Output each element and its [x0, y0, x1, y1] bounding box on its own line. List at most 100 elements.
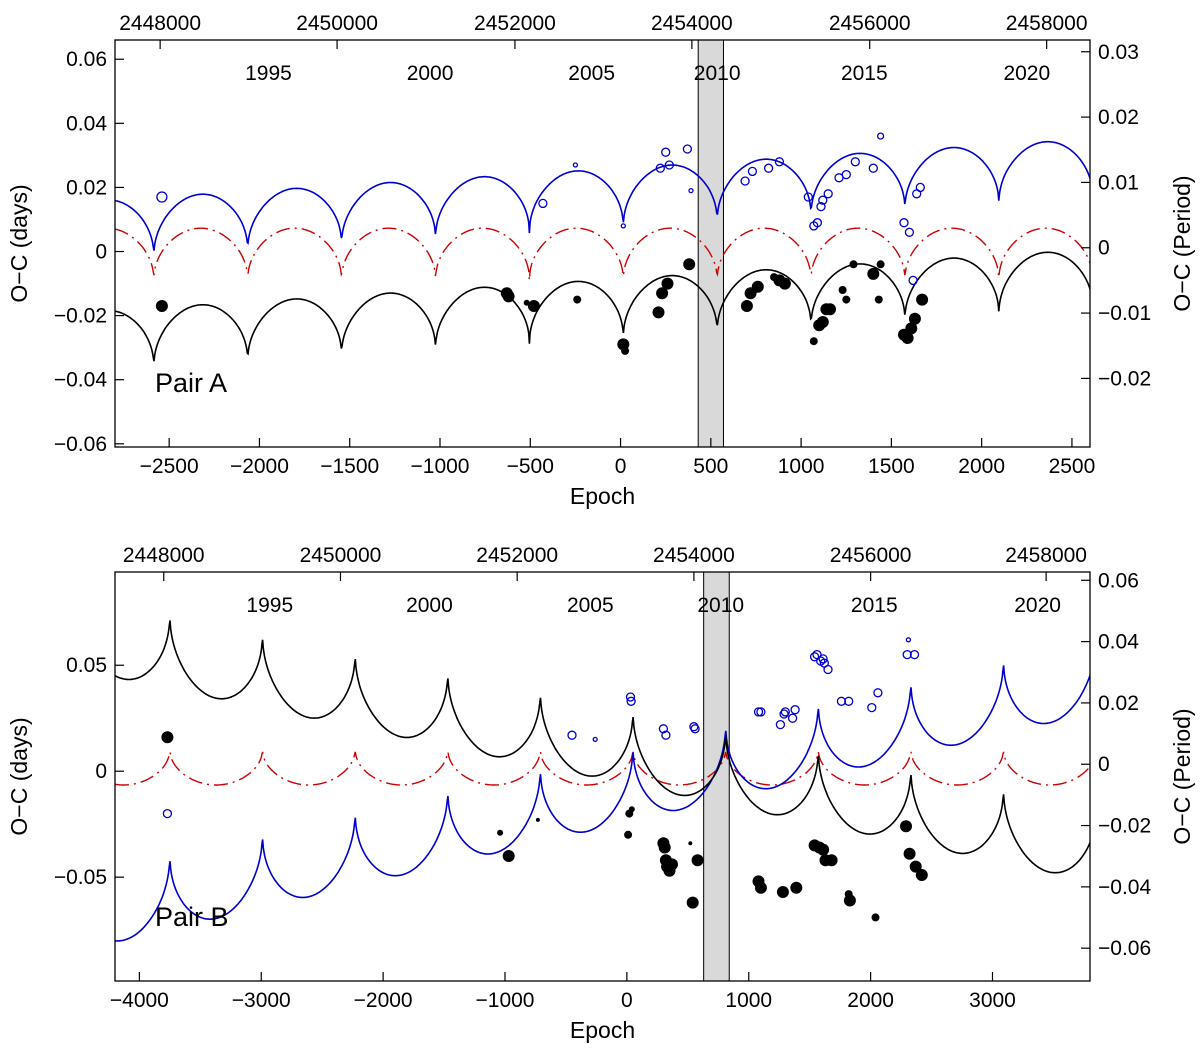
primary-data-point — [683, 258, 696, 271]
primary-data-point — [816, 316, 829, 328]
secondary-data-point — [682, 144, 693, 154]
primary-data-point — [628, 806, 635, 813]
primary-data-point — [661, 277, 674, 290]
y-right-tick-label: −0.02 — [1098, 815, 1151, 838]
primary-data-point — [502, 290, 515, 303]
year-label: 2020 — [1003, 62, 1050, 85]
secondary-data-point — [790, 705, 800, 715]
secondary-data-point — [905, 637, 912, 643]
primary-data-point — [686, 896, 699, 909]
y-tick-label: −0.06 — [54, 433, 107, 456]
panel-a: −2500 −2000 −1500 −1000 −500 0 500 1000 1500 2000… — [6, 12, 1195, 509]
secondary-data-point — [756, 707, 766, 717]
y-tick-label: −0.04 — [54, 369, 107, 392]
y-tick-label: 0 — [95, 241, 107, 264]
primary-data-point — [688, 841, 693, 846]
primary-data-point — [842, 295, 851, 304]
primary-data-point — [624, 830, 633, 839]
primary-data-point — [652, 306, 665, 319]
primary-data-point — [740, 300, 753, 312]
primary-model-curve — [115, 620, 1090, 874]
secondary-data-point — [868, 163, 878, 173]
year-label: 2010 — [697, 594, 744, 617]
secondary-data-point — [774, 157, 785, 167]
secondary-data-point — [763, 163, 774, 173]
secondary-data-point — [626, 696, 636, 706]
primary-data-point — [751, 280, 764, 293]
primary-data-point — [666, 858, 678, 871]
x-tick-label: 3000 — [969, 989, 1016, 1012]
y-tick-label: 0.05 — [66, 654, 107, 677]
x-tick-label: 2000 — [847, 989, 894, 1012]
top-jd-tick-label: 2456000 — [830, 544, 912, 567]
y-right-tick-label: 0.03 — [1098, 41, 1139, 64]
x-axis-label: Epoch — [570, 483, 635, 509]
secondary-data-point — [787, 713, 798, 723]
primary-data-point — [876, 260, 885, 269]
secondary-data-point — [908, 275, 918, 286]
y-right-tick-label: −0.02 — [1098, 367, 1151, 390]
y-right-axis-label: O−C (Period) — [1169, 175, 1195, 311]
y-right-tick-label: 0.02 — [1098, 106, 1139, 129]
primary-data-point — [849, 260, 858, 269]
year-label: 2015 — [841, 62, 888, 85]
x-tick-label: 1000 — [778, 455, 825, 478]
y-tick-label: 0.04 — [66, 112, 107, 135]
panel-b: −4000 −3000 −2000 −1000 0 1000 2000 3000 2448000… — [6, 544, 1195, 1043]
x-tick-label: 1500 — [868, 455, 915, 478]
secondary-data-point — [661, 147, 671, 157]
top-jd-tick-label: 2450000 — [300, 544, 382, 567]
x-tick-label: −2000 — [354, 989, 413, 1012]
primary-data-point — [527, 300, 540, 312]
secondary-data-point — [625, 692, 636, 702]
primary-data-point — [817, 843, 830, 856]
primary-data-point — [658, 841, 671, 854]
top-jd-tick-label: 2454000 — [651, 12, 733, 35]
secondary-data-point — [779, 709, 789, 719]
y-right-axis-label: O−C (Period) — [1169, 708, 1195, 844]
primary-data-point — [838, 286, 847, 294]
y-tick-label: 0 — [95, 760, 107, 783]
secondary-data-point — [902, 649, 912, 660]
primary-data-point — [497, 829, 504, 836]
primary-data-point — [900, 820, 912, 833]
y-right-tick-label: 0.02 — [1098, 692, 1139, 715]
panel-label: Pair B — [155, 902, 229, 932]
secondary-data-point — [661, 730, 671, 740]
x-tick-label: 2000 — [958, 455, 1005, 478]
secondary-data-point — [592, 736, 598, 743]
y-right-tick-label: 0.01 — [1098, 171, 1139, 194]
primary-data-point — [916, 293, 929, 306]
primary-data-point — [535, 817, 540, 822]
primary-data-point — [656, 287, 669, 300]
x-tick-label: −3000 — [232, 989, 291, 1012]
year-label: 2000 — [406, 594, 453, 617]
panel-label: Pair A — [155, 368, 227, 398]
top-jd-tick-label: 2450000 — [296, 12, 378, 35]
year-label: 2005 — [568, 62, 615, 85]
secondary-data-point — [867, 702, 877, 713]
primary-data-point — [901, 332, 914, 344]
top-jd-tick-label: 2448000 — [123, 544, 205, 567]
primary-data-point — [754, 881, 767, 894]
y-right-tick-label: −0.04 — [1098, 876, 1151, 899]
year-label: 2015 — [851, 594, 898, 617]
year-label: 1995 — [246, 594, 293, 617]
x-tick-label: 500 — [693, 455, 728, 478]
primary-data-point — [874, 295, 883, 304]
primary-data-point — [867, 267, 880, 280]
secondary-data-point — [836, 696, 847, 706]
primary-model-curve — [115, 251, 1090, 362]
secondary-data-point — [915, 182, 925, 193]
primary-data-point — [155, 300, 168, 312]
secondary-data-point — [899, 218, 909, 228]
secondary-data-point — [658, 724, 669, 734]
secondary-data-point — [809, 652, 820, 662]
x-tick-label: −4000 — [110, 989, 169, 1012]
x-tick-label: 2500 — [1049, 455, 1096, 478]
year-label: 2020 — [1014, 594, 1061, 617]
top-jd-tick-label: 2458000 — [1005, 544, 1087, 567]
top-jd-tick-label: 2452000 — [474, 12, 556, 35]
year-label: 2005 — [567, 594, 614, 617]
x-tick-label: 1000 — [725, 989, 772, 1012]
